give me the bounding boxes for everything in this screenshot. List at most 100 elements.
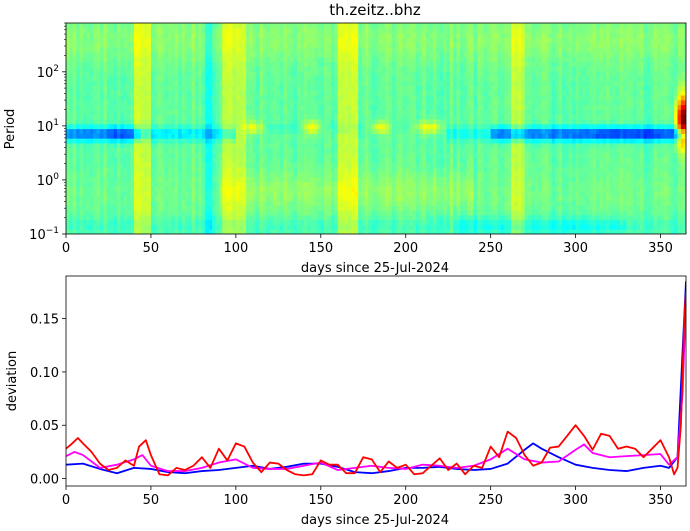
heatmap-cell (154, 195, 159, 202)
heatmap-cell (249, 138, 254, 144)
heatmap-cell (208, 205, 213, 211)
heatmap-cell (252, 23, 257, 29)
heatmap-cell (276, 229, 281, 234)
heatmap-cell (201, 27, 206, 34)
heatmap-cell (72, 195, 77, 202)
heatmap-cell (164, 27, 169, 34)
heatmap-cell (375, 61, 380, 67)
heatmap-cell (297, 99, 302, 106)
heatmap-cell (154, 138, 159, 144)
heatmap-cell (378, 118, 383, 125)
heatmap-cell (337, 90, 342, 96)
heatmap-cell (69, 99, 74, 106)
heatmap-cell (249, 70, 254, 77)
heatmap-cell (419, 27, 424, 34)
heatmap-cell (409, 80, 414, 86)
heatmap-cell (439, 37, 444, 43)
heatmap-cell (303, 214, 308, 221)
heatmap-cell (106, 42, 111, 48)
heatmap-cell (429, 109, 434, 115)
heatmap-cell (72, 51, 77, 58)
heatmap-cell (259, 123, 264, 130)
heatmap-cell (368, 157, 373, 163)
heatmap-cell (113, 51, 118, 58)
heatmap-cell (412, 104, 417, 110)
heatmap-cell (324, 99, 329, 106)
heatmap-cell (419, 171, 424, 178)
heatmap-cell (232, 200, 237, 206)
heatmap-cell (215, 176, 220, 182)
heatmap-cell (147, 32, 152, 38)
heatmap-cell (79, 99, 84, 106)
heatmap-cell (242, 147, 247, 154)
heatmap-cell (422, 152, 427, 158)
heatmap-cell (398, 152, 403, 158)
heatmap-cell (439, 147, 444, 154)
heatmap-cell (82, 94, 87, 101)
heatmap-cell (96, 61, 101, 67)
heatmap-cell (402, 23, 407, 29)
heatmap-cell (222, 32, 227, 38)
heatmap-cell (286, 147, 291, 154)
heatmap-cell (161, 162, 166, 168)
heatmap-cell (171, 166, 176, 173)
heatmap-cell (276, 32, 281, 38)
heatmap-cell (307, 190, 312, 197)
heatmap-cell (113, 27, 118, 34)
heatmap-cell (283, 224, 288, 230)
heatmap-cell (205, 224, 210, 230)
heatmap-cell (300, 171, 305, 178)
heatmap-cell (263, 70, 268, 77)
heatmap-cell (66, 42, 70, 48)
heatmap-cell (378, 157, 383, 163)
heatmap-cell (103, 94, 108, 101)
heatmap-cell (419, 23, 424, 29)
heatmap-cell (310, 200, 315, 206)
heatmap-cell (212, 61, 217, 67)
heatmap-cell (144, 32, 149, 38)
heatmap-cell (106, 32, 111, 38)
heatmap-cell (368, 99, 373, 106)
heatmap-cell (266, 157, 271, 163)
heatmap-cell (69, 229, 74, 234)
heatmap-cell (252, 123, 257, 130)
heatmap-cell (191, 138, 196, 144)
heatmap-cell (147, 23, 152, 29)
heatmap-cell (368, 186, 373, 192)
heatmap-cell (385, 75, 390, 82)
heatmap-cell (99, 118, 104, 125)
heatmap-cell (174, 104, 179, 110)
heatmap-cell (334, 181, 339, 187)
heatmap-cell (225, 109, 230, 115)
heatmap-cell (398, 229, 403, 234)
heatmap-cell (171, 171, 176, 178)
heatmap-cell (259, 162, 264, 168)
heatmap-cell (205, 229, 210, 234)
heatmap-cell (263, 128, 268, 134)
heatmap-cell (256, 200, 261, 206)
heatmap-cell (188, 56, 193, 62)
heatmap-cell (300, 166, 305, 173)
heatmap-cell (395, 114, 400, 120)
heatmap-cell (432, 123, 437, 130)
heatmap-cell (283, 85, 288, 91)
heatmap-cell (426, 114, 431, 120)
heatmap-cell (405, 90, 410, 96)
heatmap-cell (123, 142, 128, 149)
heatmap-cell (72, 133, 77, 139)
heatmap-cell (443, 142, 448, 149)
heatmap-cell (188, 32, 193, 38)
heatmap-cell (130, 128, 135, 134)
heatmap-cell (225, 23, 230, 29)
heatmap-cell (188, 109, 193, 115)
heatmap-cell (429, 80, 434, 86)
heatmap-cell (191, 147, 196, 154)
heatmap-cell (103, 70, 108, 77)
heatmap-cell (127, 80, 132, 86)
heatmap-cell (147, 195, 152, 202)
heatmap-cell (303, 190, 308, 197)
heatmap-cell (280, 118, 285, 125)
heatmap-cell (96, 181, 101, 187)
heatmap-cell (167, 37, 172, 43)
heatmap-cell (320, 147, 325, 154)
